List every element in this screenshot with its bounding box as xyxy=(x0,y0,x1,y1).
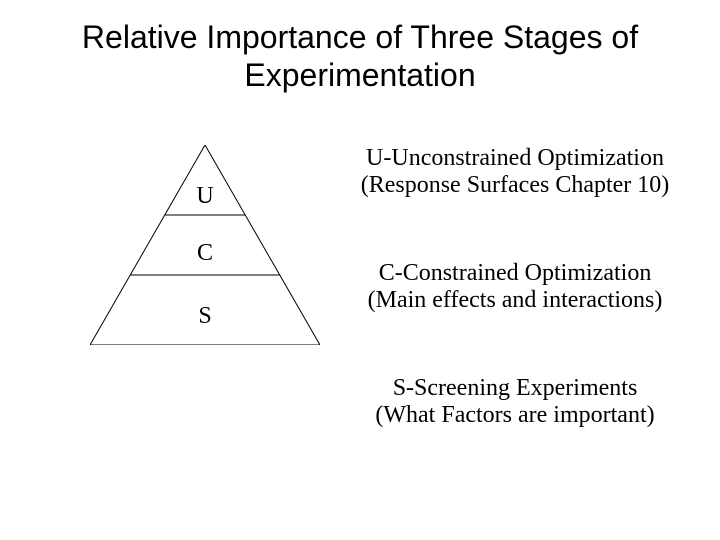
description-u-line1: U-Unconstrained Optimization xyxy=(335,145,695,173)
description-s: S-Screening Experiments (What Factors ar… xyxy=(335,375,695,430)
page-title: Relative Importance of Three Stages of E… xyxy=(0,0,720,95)
description-u: U-Unconstrained Optimization (Response S… xyxy=(335,145,695,200)
description-c-line1: C-Constrained Optimization xyxy=(335,260,695,288)
content-area: U C S U-Unconstrained Optimization (Resp… xyxy=(0,95,720,525)
description-c: C-Constrained Optimization (Main effects… xyxy=(335,260,695,315)
pyramid-label-s: S xyxy=(190,303,220,330)
description-s-line2: (What Factors are important) xyxy=(335,402,695,430)
pyramid-diagram: U C S xyxy=(90,145,320,345)
description-s-line1: S-Screening Experiments xyxy=(335,375,695,403)
description-c-line2: (Main effects and interactions) xyxy=(335,287,695,315)
pyramid-label-u: U xyxy=(190,183,220,210)
pyramid-label-c: C xyxy=(190,240,220,267)
description-u-line2: (Response Surfaces Chapter 10) xyxy=(335,172,695,200)
